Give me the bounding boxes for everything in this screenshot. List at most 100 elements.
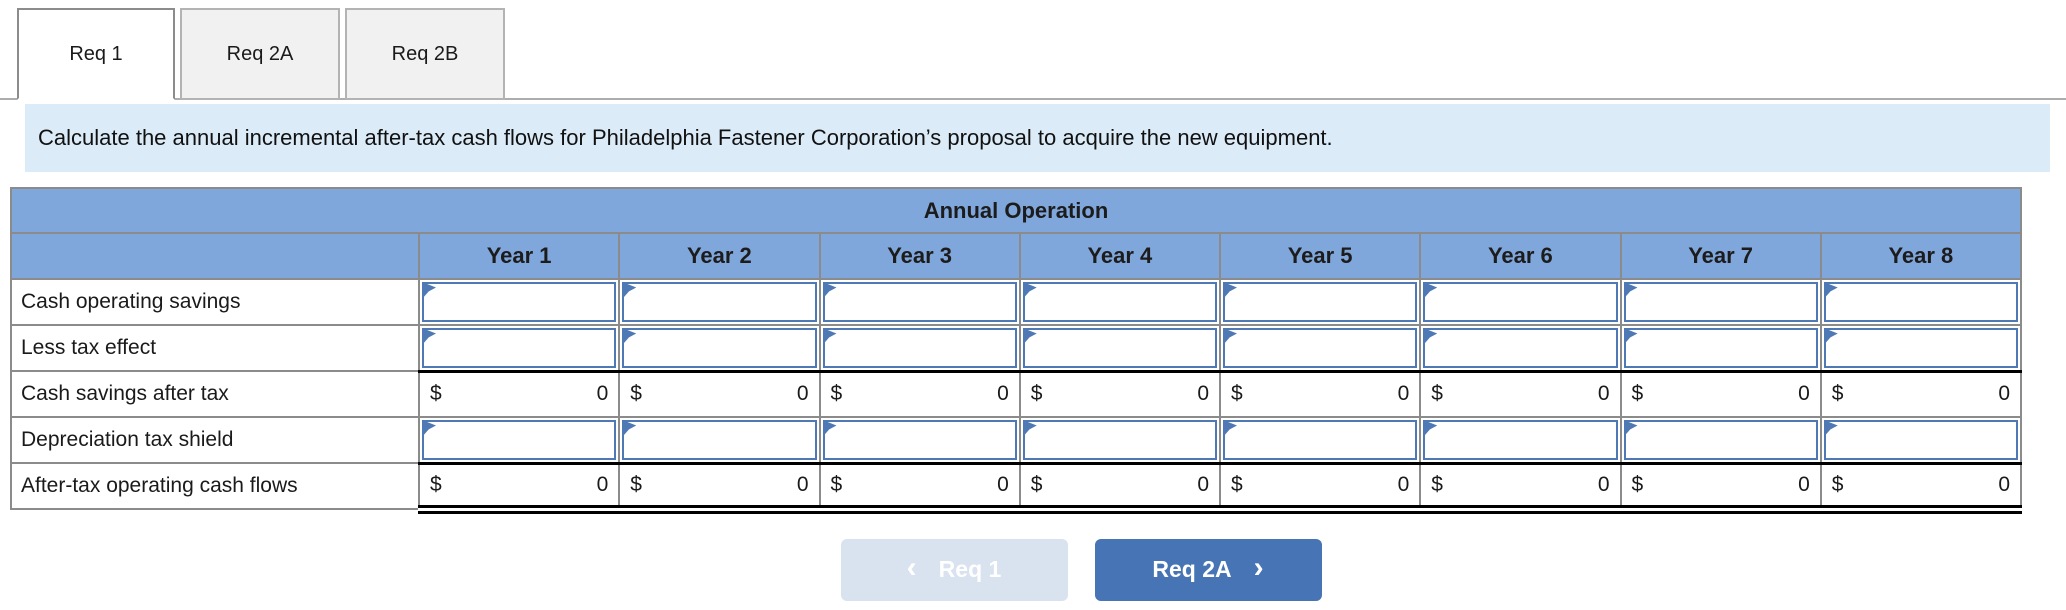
tab-req-1[interactable]: Req 1 <box>17 8 175 100</box>
value-cell-r3-y4: $0 <box>1018 369 1222 418</box>
input-cell-r2-y1[interactable] <box>417 324 621 372</box>
input-box-r2-y3[interactable] <box>822 328 1017 368</box>
table-title-row: Annual Operation <box>10 187 2022 234</box>
input-cell-r1-y6[interactable] <box>1419 278 1622 326</box>
input-flag-icon <box>1223 328 1237 345</box>
input-box-r4-y7[interactable] <box>1623 420 1818 460</box>
input-cell-r4-y2[interactable] <box>618 416 821 464</box>
value-amount: 0 <box>1397 382 1410 406</box>
tab-req-2a[interactable]: Req 2A <box>180 8 340 100</box>
value-cell-r5-y3: $0 <box>818 461 1021 514</box>
input-cell-r4-y1[interactable] <box>417 416 621 464</box>
input-cell-r2-y5[interactable] <box>1218 324 1422 372</box>
input-box-r1-y7[interactable] <box>1623 282 1818 322</box>
input-flag-icon <box>822 420 837 437</box>
input-box-r4-y5[interactable] <box>1223 420 1418 460</box>
input-cell-r4-y7[interactable] <box>1619 416 1822 464</box>
input-box-r1-y2[interactable] <box>622 282 817 322</box>
input-cell-r4-y6[interactable] <box>1419 416 1622 464</box>
value-wrap: $0 <box>1823 472 2019 497</box>
value-amount: 0 <box>1998 472 2010 496</box>
row-label-4: Depreciation tax shield <box>10 416 420 464</box>
currency-symbol: $ <box>1030 382 1043 406</box>
input-box-r4-y3[interactable] <box>822 420 1017 460</box>
column-header-year-7: Year 7 <box>1619 232 1822 280</box>
value-wrap: $0 <box>1623 382 1819 406</box>
input-flag-icon <box>1423 328 1438 345</box>
input-box-r2-y5[interactable] <box>1223 328 1418 368</box>
input-cell-r2-y6[interactable] <box>1419 324 1622 372</box>
input-cell-r1-y3[interactable] <box>818 278 1021 326</box>
input-flag-icon <box>422 328 436 345</box>
prev-req-button[interactable]: ‹ Req 1 <box>840 538 1068 601</box>
value-wrap: $0 <box>1222 382 1418 406</box>
value-wrap: $0 <box>822 472 1018 497</box>
input-box-r1-y6[interactable] <box>1423 282 1618 322</box>
table-row-1: Cash operating savings <box>10 278 2023 326</box>
input-flag-icon <box>422 282 436 299</box>
input-box-r4-y6[interactable] <box>1423 420 1618 460</box>
value-cell-r5-y4: $0 <box>1018 461 1222 514</box>
input-box-r1-y4[interactable] <box>1022 282 1217 322</box>
input-box-r2-y8[interactable] <box>1823 328 2018 368</box>
input-box-r4-y1[interactable] <box>422 420 617 460</box>
currency-symbol: $ <box>830 382 843 406</box>
input-cell-r2-y4[interactable] <box>1018 324 1222 372</box>
input-box-r2-y4[interactable] <box>1022 328 1217 368</box>
input-box-r1-y1[interactable] <box>422 282 617 322</box>
value-amount: 0 <box>596 382 609 406</box>
currency-symbol: $ <box>830 472 843 496</box>
input-box-r4-y8[interactable] <box>1823 420 2018 460</box>
input-flag-icon <box>1423 282 1438 299</box>
input-box-r2-y2[interactable] <box>622 328 817 368</box>
input-cell-r1-y5[interactable] <box>1218 278 1422 326</box>
currency-symbol: $ <box>1231 472 1243 496</box>
input-cell-r4-y3[interactable] <box>818 416 1021 464</box>
input-flag-icon <box>1823 420 1838 437</box>
input-box-r1-y5[interactable] <box>1223 282 1418 322</box>
input-box-r2-y7[interactable] <box>1623 328 1818 368</box>
column-header-year-8: Year 8 <box>1819 232 2023 280</box>
tab-req-2b[interactable]: Req 2B <box>345 8 505 100</box>
input-flag-icon <box>622 282 637 299</box>
input-cell-r2-y8[interactable] <box>1819 324 2023 372</box>
input-flag-icon <box>622 328 637 345</box>
input-box-r4-y2[interactable] <box>622 420 817 460</box>
nav-buttons: ‹ Req 1 Req 2A › <box>48 538 2066 601</box>
next-req-button[interactable]: Req 2A › <box>1094 538 1322 601</box>
input-cell-r1-y4[interactable] <box>1018 278 1222 326</box>
annual-operation-table-wrap: Annual Operation Year 1 Year 2 Year 3 Year 4… <box>10 187 2023 514</box>
column-header-year-6: Year 6 <box>1419 232 1622 280</box>
currency-symbol: $ <box>1431 382 1443 406</box>
input-cell-r2-y3[interactable] <box>818 324 1021 372</box>
input-box-r4-y4[interactable] <box>1022 420 1217 460</box>
table-row-4: Depreciation tax shield <box>10 416 2023 464</box>
input-cell-r1-y8[interactable] <box>1819 278 2023 326</box>
input-flag-icon <box>1223 282 1237 299</box>
input-flag-icon <box>1022 420 1037 437</box>
currency-symbol: $ <box>430 382 442 406</box>
tab-req-2b-label: Req 2B <box>391 42 459 65</box>
input-cell-r2-y2[interactable] <box>618 324 821 372</box>
input-cell-r1-y2[interactable] <box>618 278 821 326</box>
input-cell-r4-y5[interactable] <box>1218 416 1422 464</box>
input-box-r1-y8[interactable] <box>1823 282 2018 322</box>
input-box-r2-y1[interactable] <box>422 328 617 368</box>
value-wrap: $0 <box>1623 472 1819 497</box>
input-box-r1-y3[interactable] <box>822 282 1017 322</box>
input-cell-r4-y8[interactable] <box>1819 416 2023 464</box>
input-cell-r2-y7[interactable] <box>1619 324 1822 372</box>
instruction-banner: Calculate the annual incremental after-t… <box>25 104 2050 172</box>
value-cell-r5-y6: $0 <box>1419 461 1622 514</box>
value-amount: 0 <box>1798 472 1810 496</box>
row-label-3: Cash savings after tax <box>10 370 420 418</box>
row-label-1: Cash operating savings <box>10 278 420 326</box>
input-box-r2-y6[interactable] <box>1423 328 1618 368</box>
value-amount: 0 <box>1998 382 2010 406</box>
input-cell-r1-y7[interactable] <box>1619 278 1822 326</box>
table-title: Annual Operation <box>10 187 2022 234</box>
input-cell-r4-y4[interactable] <box>1018 416 1222 464</box>
input-cell-r1-y1[interactable] <box>417 278 621 326</box>
currency-symbol: $ <box>1631 472 1644 496</box>
currency-symbol: $ <box>430 472 442 496</box>
